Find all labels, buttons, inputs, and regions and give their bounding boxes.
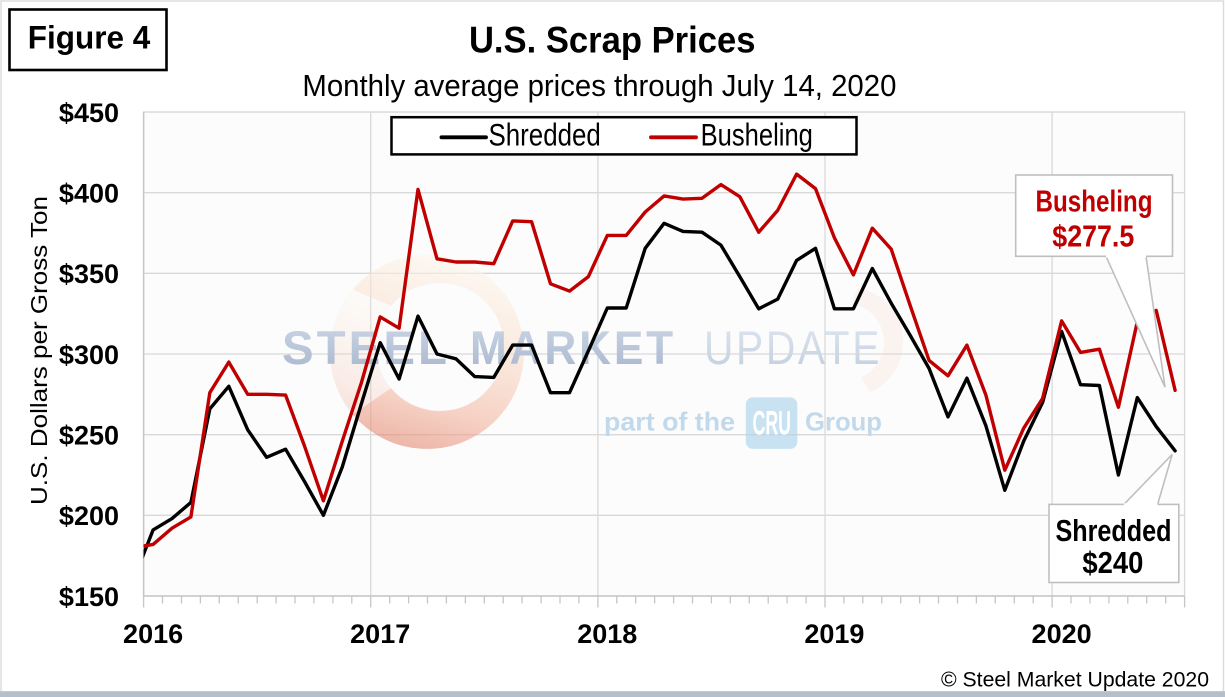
svg-text:Group: Group bbox=[805, 407, 882, 437]
svg-text:$300: $300 bbox=[59, 340, 119, 370]
svg-text:2016: 2016 bbox=[123, 619, 183, 649]
svg-text:MARKET: MARKET bbox=[470, 321, 676, 374]
svg-text:$400: $400 bbox=[59, 179, 119, 209]
svg-text:$277.5: $277.5 bbox=[1052, 220, 1134, 254]
svg-text:U.S. Dollars per Gross Ton: U.S. Dollars per Gross Ton bbox=[26, 196, 52, 505]
svg-text:$200: $200 bbox=[59, 501, 119, 531]
svg-text:Shredded: Shredded bbox=[1056, 513, 1172, 548]
svg-text:part of the: part of the bbox=[604, 407, 735, 437]
svg-text:2020: 2020 bbox=[1032, 619, 1092, 649]
svg-text:Monthly average prices through: Monthly average prices through July 14, … bbox=[302, 68, 896, 103]
svg-text:$250: $250 bbox=[59, 421, 119, 451]
svg-text:Busheling: Busheling bbox=[1036, 185, 1153, 219]
svg-text:Shredded: Shredded bbox=[489, 116, 601, 152]
svg-text:STEEL: STEEL bbox=[282, 321, 450, 374]
svg-text:© Steel Market Update 2020: © Steel Market Update 2020 bbox=[941, 669, 1209, 692]
svg-text:2017: 2017 bbox=[350, 619, 410, 649]
svg-text:Figure 4: Figure 4 bbox=[28, 19, 150, 55]
svg-text:$150: $150 bbox=[59, 582, 119, 612]
svg-text:U.S. Scrap Prices: U.S. Scrap Prices bbox=[469, 20, 756, 61]
svg-text:$350: $350 bbox=[59, 259, 119, 289]
svg-text:CRU: CRU bbox=[753, 405, 792, 443]
svg-text:2018: 2018 bbox=[577, 619, 637, 649]
svg-text:UPDATE: UPDATE bbox=[704, 321, 882, 374]
svg-text:$240: $240 bbox=[1082, 545, 1143, 580]
svg-text:Busheling: Busheling bbox=[701, 116, 813, 152]
svg-text:2019: 2019 bbox=[804, 619, 864, 649]
svg-text:$450: $450 bbox=[59, 98, 119, 128]
